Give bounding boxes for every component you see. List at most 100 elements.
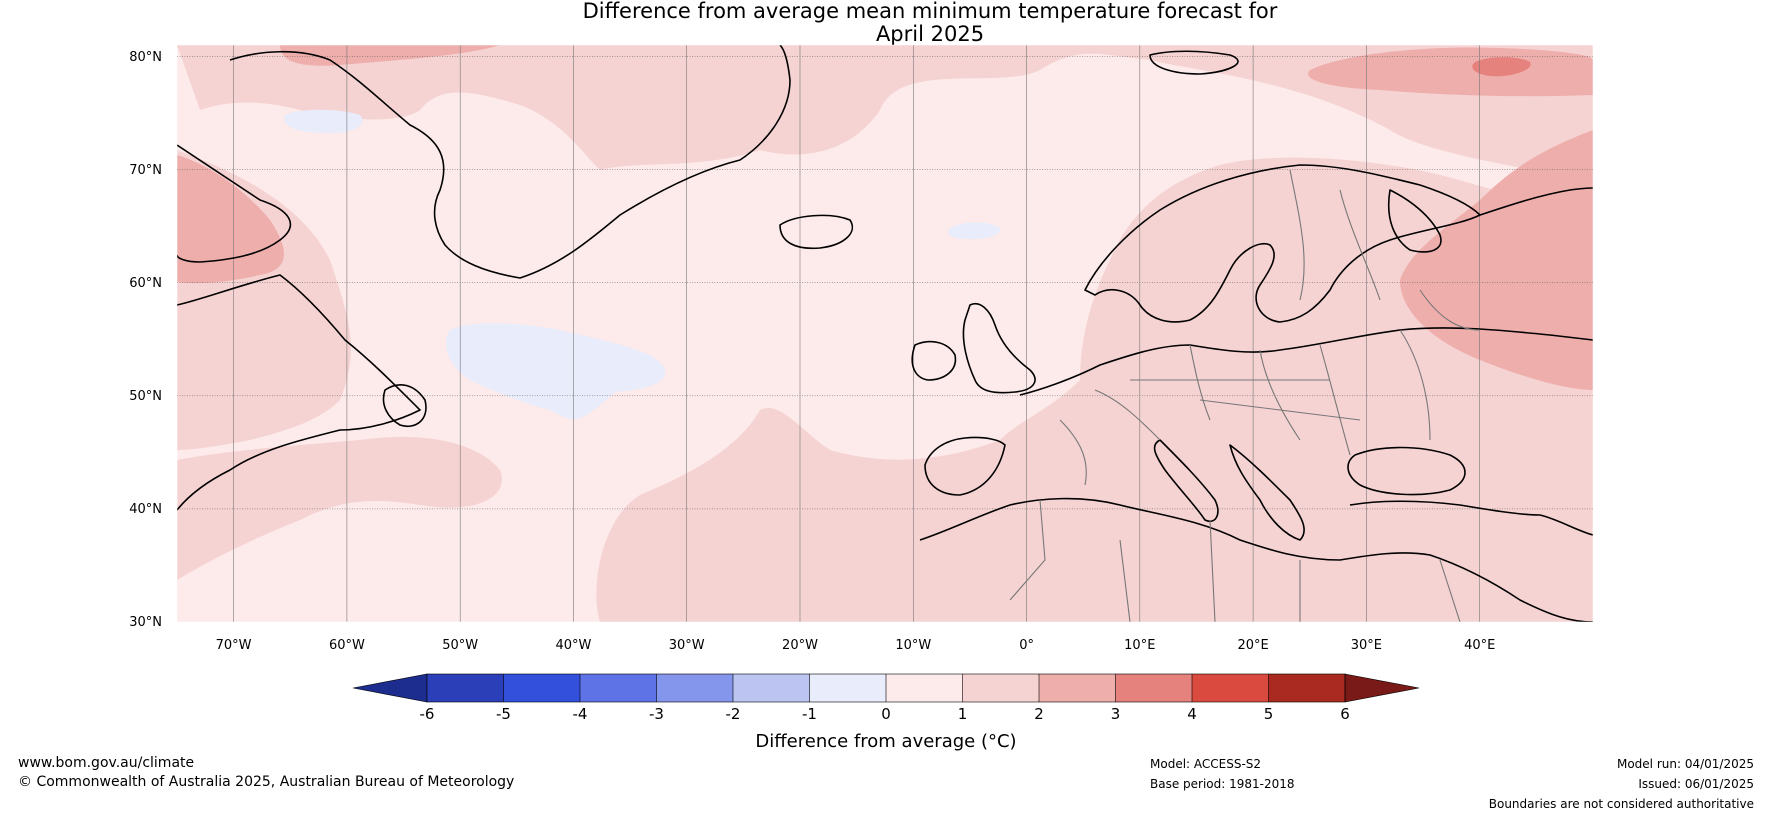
coastline-greenland <box>229 45 791 279</box>
colorbar-dividers <box>503 674 1269 702</box>
lon-label-20w: 20°W <box>782 638 818 653</box>
meridians <box>233 45 1480 622</box>
border-1 <box>1094 389 1161 441</box>
title-line-1: Difference from average mean minimum tem… <box>582 0 1278 23</box>
coastline-europe-mainland <box>1019 327 1593 396</box>
border-3 <box>1189 344 1211 421</box>
footer-model: Model: ACCESS-S2 <box>1150 757 1262 771</box>
colorbar-bin-neg5-neg4 <box>503 674 580 702</box>
colorbar-tick-0: 0 <box>881 705 891 723</box>
footer-issued: Issued: 06/01/2025 <box>1638 777 1754 791</box>
border-7 <box>1199 399 1361 421</box>
colorbar-bin-5-6 <box>1268 674 1345 702</box>
colorbar-extend-high <box>1344 673 1420 703</box>
colorbar-tick-neg5: -5 <box>496 705 511 723</box>
colorbar-bin-neg4-neg3 <box>580 674 657 702</box>
anomaly-band-neg1-0-atlantic <box>446 323 666 420</box>
coastline-italy <box>1153 439 1219 522</box>
lon-label-50w: 50°W <box>442 638 478 653</box>
lat-label-40n: 40°N <box>129 502 162 517</box>
colorbar-tick-3: 3 <box>1111 705 1121 723</box>
border-11 <box>1419 289 1481 331</box>
longitude-labels: 70°W 60°W 50°W 40°W 30°W 20°W 10°W 0° 10… <box>216 638 1496 653</box>
colorbar-bin-neg1-0 <box>809 674 886 702</box>
colorbar-bin-3-4 <box>1115 674 1192 702</box>
lat-label-80n: 80°N <box>129 50 162 65</box>
colorbar-tick-5: 5 <box>1264 705 1274 723</box>
colorbar-tick-6: 6 <box>1340 705 1350 723</box>
colorbar-extend-low <box>352 673 428 703</box>
lon-label-40w: 40°W <box>555 638 591 653</box>
anomaly-band-1-2-atlantic-south <box>177 436 502 580</box>
colorbar-bin-0-1 <box>886 674 963 702</box>
lon-label-20e: 20°E <box>1237 638 1268 653</box>
coastline-turkey <box>1349 500 1593 536</box>
footer-disclaimer: Boundaries are not considered authoritat… <box>1488 797 1754 811</box>
coastline-north-africa <box>919 497 1593 622</box>
map-frame <box>176 44 1594 623</box>
footer-copyright: © Commonwealth of Australia 2025, Austra… <box>18 774 515 790</box>
lon-label-10w: 10°W <box>895 638 931 653</box>
border-16 <box>1009 499 1046 601</box>
lon-label-10e: 10°E <box>1124 638 1155 653</box>
colorbar-tick-neg3: -3 <box>649 705 664 723</box>
border-5 <box>1319 344 1351 456</box>
anomaly-band-neg1-0-greenland <box>284 109 363 133</box>
lon-label-0: 0° <box>1019 638 1034 653</box>
coastline-newfoundland <box>382 384 427 427</box>
anomaly-band-1-2-subtropics <box>596 157 1593 622</box>
colorbar-bin-neg3-neg2 <box>656 674 733 702</box>
title-line-2: April 2025 <box>875 22 985 46</box>
border-6 <box>1399 329 1431 441</box>
coastline-baffin-island <box>177 144 292 263</box>
country-borders <box>1009 169 1481 622</box>
anomaly-band-1-2-north <box>177 45 1593 180</box>
coastline-ireland <box>911 340 957 381</box>
anomaly-band-2-3-greenland-n <box>280 45 500 66</box>
colorbar-label: Difference from average (°C) <box>755 731 1016 752</box>
border-13 <box>1209 519 1216 622</box>
lat-label-70n: 70°N <box>129 163 162 178</box>
border-10 <box>1339 189 1381 301</box>
lat-label-60n: 60°N <box>129 276 162 291</box>
lon-label-60w: 60°W <box>329 638 365 653</box>
coastline-scandinavia <box>1084 164 1481 323</box>
footer-base-period: Base period: 1981-2018 <box>1150 777 1295 791</box>
coastlines <box>177 45 1593 622</box>
coastline-kola-white-sea <box>1387 189 1442 253</box>
anomaly-band-3-4-barents <box>1472 57 1531 77</box>
footer-model-run: Model run: 04/01/2025 <box>1616 757 1754 771</box>
colorbar-tick-labels: -6 -5 -4 -3 -2 -1 0 1 2 3 4 5 6 <box>420 705 1350 723</box>
lat-label-30n: 30°N <box>129 615 162 630</box>
border-15 <box>1439 559 1461 622</box>
anomaly-band-neg1-0-norwegian-sea <box>948 222 1001 240</box>
colorbar-tick-neg1: -1 <box>802 705 817 723</box>
lat-label-50n: 50°N <box>129 389 162 404</box>
colorbar-bin-2-3 <box>1039 674 1116 702</box>
footer-url: www.bom.gov.au/climate <box>18 755 195 771</box>
border-4 <box>1259 349 1301 441</box>
colorbar-bin-neg2-neg1 <box>733 674 810 702</box>
coastline-labrador <box>177 274 421 511</box>
colorbar-tick-1: 1 <box>958 705 968 723</box>
lon-label-40e: 40°E <box>1464 638 1495 653</box>
colorbar-tick-neg6: -6 <box>420 705 435 723</box>
lon-label-30w: 30°W <box>669 638 705 653</box>
lon-label-30e: 30°E <box>1351 638 1382 653</box>
coastline-iceland <box>779 214 854 250</box>
coastline-black-sea <box>1347 446 1466 496</box>
lon-label-70w: 70°W <box>216 638 252 653</box>
coastline-svalbard-novaya <box>1149 50 1239 75</box>
border-2 <box>1059 419 1087 486</box>
coastline-britain <box>962 303 1036 394</box>
colorbar: -6 -5 -4 -3 -2 -1 0 1 2 3 4 5 6 Differen… <box>352 673 1420 752</box>
chart-title: Difference from average mean minimum tem… <box>500 0 1360 46</box>
colorbar-tick-2: 2 <box>1034 705 1044 723</box>
colorbar-tick-4: 4 <box>1187 705 1197 723</box>
border-12 <box>1119 539 1131 622</box>
colorbar-bin-4-5 <box>1192 674 1269 702</box>
border-9 <box>1289 169 1305 301</box>
colorbar-bin-neg6-neg5 <box>427 674 504 702</box>
anomaly-field <box>177 45 1593 622</box>
